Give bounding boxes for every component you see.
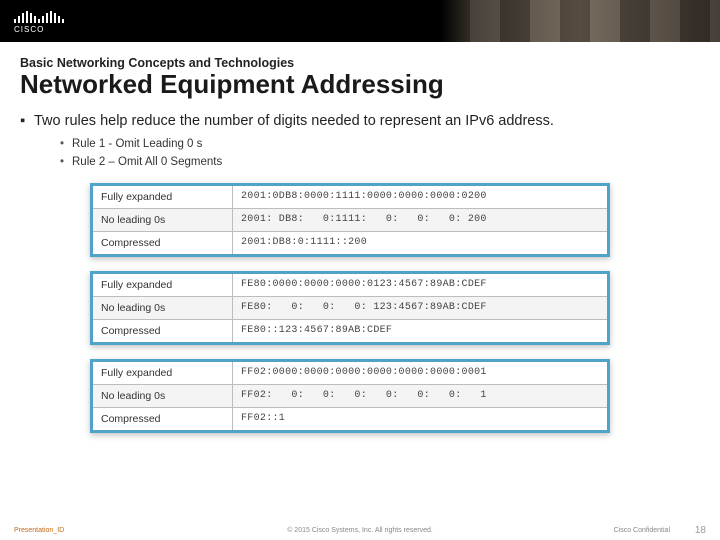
table-row: Compressed 2001:DB8:0:1111::200 xyxy=(93,231,607,254)
footer: Presentation_ID © 2015 Cisco Systems, In… xyxy=(0,527,720,534)
ipv6-table: Fully expanded FF02:0000:0000:0000:0000:… xyxy=(90,359,610,433)
logo-text: CISCO xyxy=(14,25,64,34)
row-label: Fully expanded xyxy=(93,362,233,384)
sub-bullet-item: Rule 2 – Omit All 0 Segments xyxy=(60,153,700,171)
row-label: No leading 0s xyxy=(93,209,233,231)
ipv6-table: Fully expanded 2001:0DB8:0000:1111:0000:… xyxy=(90,183,610,257)
header-photo-strip xyxy=(440,0,720,42)
main-bullet: ▪ Two rules help reduce the number of di… xyxy=(20,113,700,129)
ipv6-table: Fully expanded FE80:0000:0000:0000:0123:… xyxy=(90,271,610,345)
row-label: Compressed xyxy=(93,320,233,342)
row-label: Compressed xyxy=(93,408,233,430)
page-number: 18 xyxy=(695,525,706,536)
main-bullet-text: Two rules help reduce the number of digi… xyxy=(34,113,554,129)
row-label: No leading 0s xyxy=(93,385,233,407)
row-value: 2001: DB8: 0:1111: 0: 0: 0: 200 xyxy=(233,209,607,231)
cisco-logo: CISCO xyxy=(14,9,64,34)
row-label: No leading 0s xyxy=(93,297,233,319)
table-row: No leading 0s FF02: 0: 0: 0: 0: 0: 0: 1 xyxy=(93,384,607,407)
row-value: FE80::123:4567:89AB:CDEF xyxy=(233,320,607,342)
table-row: Fully expanded 2001:0DB8:0000:1111:0000:… xyxy=(93,186,607,208)
row-value: FE80:0000:0000:0000:0123:4567:89AB:CDEF xyxy=(233,274,607,296)
table-row: No leading 0s FE80: 0: 0: 0: 123:4567:89… xyxy=(93,296,607,319)
slide-content: Basic Networking Concepts and Technologi… xyxy=(0,42,720,433)
table-row: No leading 0s 2001: DB8: 0:1111: 0: 0: 0… xyxy=(93,208,607,231)
copyright-text: © 2015 Cisco Systems, Inc. All rights re… xyxy=(287,527,433,534)
row-value: FE80: 0: 0: 0: 123:4567:89AB:CDEF xyxy=(233,297,607,319)
table-row: Fully expanded FE80:0000:0000:0000:0123:… xyxy=(93,274,607,296)
bullet-square-icon: ▪ xyxy=(20,113,34,129)
tables-container: Fully expanded 2001:0DB8:0000:1111:0000:… xyxy=(90,183,700,433)
row-value: FF02::1 xyxy=(233,408,607,430)
kicker-text: Basic Networking Concepts and Technologi… xyxy=(20,56,700,70)
header-bar: CISCO xyxy=(0,0,720,42)
logo-bars-icon xyxy=(14,9,64,23)
row-value: 2001:0DB8:0000:1111:0000:0000:0000:0200 xyxy=(233,186,607,208)
slide-title: Networked Equipment Addressing xyxy=(20,70,700,99)
row-label: Compressed xyxy=(93,232,233,254)
row-value: FF02: 0: 0: 0: 0: 0: 0: 1 xyxy=(233,385,607,407)
table-row: Compressed FE80::123:4567:89AB:CDEF xyxy=(93,319,607,342)
sub-bullet-item: Rule 1 - Omit Leading 0 s xyxy=(60,135,700,153)
table-row: Fully expanded FF02:0000:0000:0000:0000:… xyxy=(93,362,607,384)
row-label: Fully expanded xyxy=(93,274,233,296)
presentation-id: Presentation_ID xyxy=(14,527,64,534)
confidential-text: Cisco Confidential xyxy=(614,527,670,534)
row-value: 2001:DB8:0:1111::200 xyxy=(233,232,607,254)
row-label: Fully expanded xyxy=(93,186,233,208)
sub-bullet-list: Rule 1 - Omit Leading 0 s Rule 2 – Omit … xyxy=(60,135,700,172)
table-row: Compressed FF02::1 xyxy=(93,407,607,430)
row-value: FF02:0000:0000:0000:0000:0000:0000:0001 xyxy=(233,362,607,384)
